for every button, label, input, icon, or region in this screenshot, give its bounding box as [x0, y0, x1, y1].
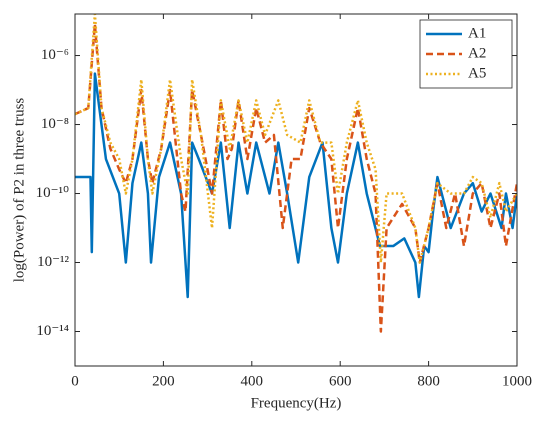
legend-label: A2: [468, 45, 486, 61]
x-tick-label: 400: [241, 373, 264, 389]
legend-box: [419, 19, 513, 89]
x-tick-label: 800: [417, 373, 440, 389]
axes-frame: [74, 13, 518, 367]
y-tick-label: 10⁻⁸: [41, 116, 69, 132]
x-tick-label: 600: [329, 373, 352, 389]
y-tick-label: 10⁻¹⁰: [36, 185, 69, 201]
y-tick-label: 10⁻⁶: [41, 47, 69, 63]
x-tick-label: 1000: [502, 373, 532, 389]
series-line: [75, 72, 517, 299]
x-tick-label: 0: [71, 373, 79, 389]
legend-label: A1: [468, 25, 486, 41]
y-tick-label: 10⁻¹⁴: [36, 323, 69, 339]
x-tick-label: 200: [152, 373, 175, 389]
y-axis-label: log(Power) of P2 in three truss: [11, 98, 27, 283]
legend-label: A5: [468, 65, 486, 81]
x-axis-label: Frequency(Hz): [251, 395, 342, 411]
series-line: [75, 14, 517, 264]
series-group: [75, 14, 517, 333]
y-tick-label: 10⁻¹²: [37, 254, 69, 270]
